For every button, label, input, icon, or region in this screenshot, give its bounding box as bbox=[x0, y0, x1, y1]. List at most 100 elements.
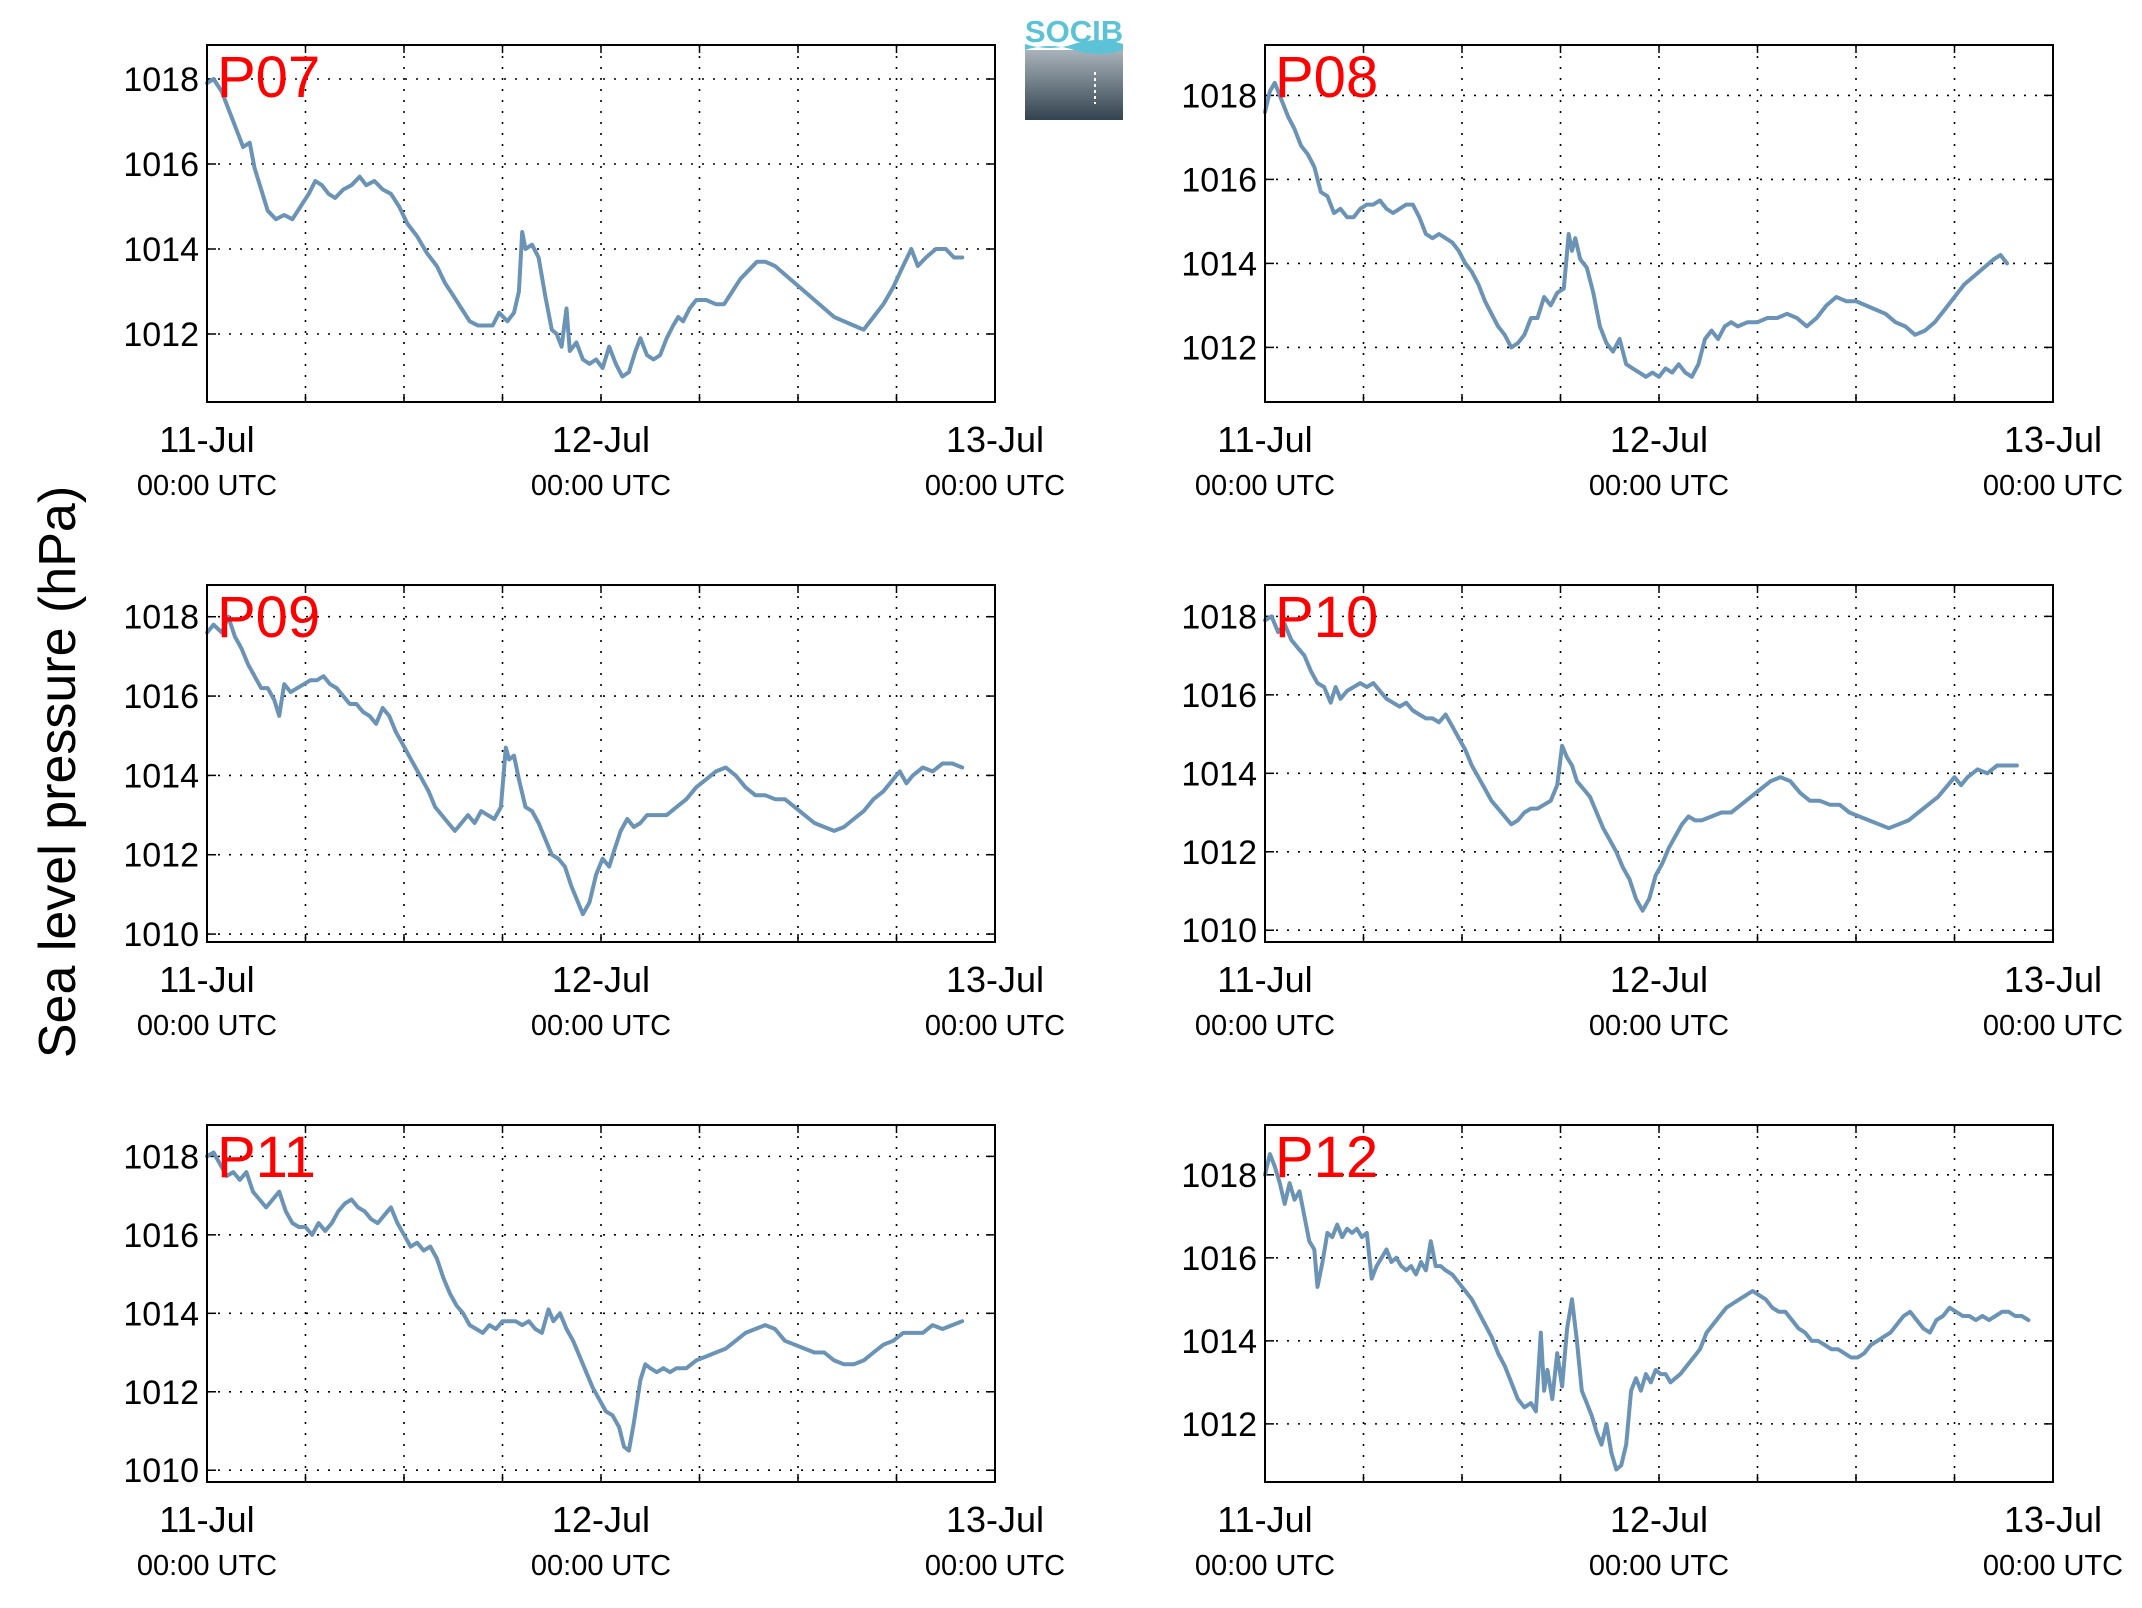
station-label: P08 bbox=[1275, 45, 1378, 110]
x-tick-label: 12-Jul bbox=[1610, 959, 1708, 1000]
x-tick-label: 13-Jul bbox=[2004, 1499, 2102, 1540]
y-tick-label: 1010 bbox=[123, 1452, 199, 1490]
y-tick-label: 1018 bbox=[123, 1138, 199, 1176]
x-tick-label: 12-Jul bbox=[1610, 1499, 1708, 1540]
x-tick-label: 12-Jul bbox=[552, 959, 650, 1000]
x-tick-sublabel: 00:00 UTC bbox=[925, 1010, 1065, 1042]
y-tick-label: 1018 bbox=[1181, 1157, 1257, 1195]
x-tick-label: 13-Jul bbox=[946, 959, 1044, 1000]
plot-frame bbox=[206, 584, 996, 943]
socib-logo-block bbox=[1025, 50, 1123, 120]
station-label: P07 bbox=[217, 45, 320, 110]
x-tick-sublabel: 00:00 UTC bbox=[531, 470, 671, 502]
x-tick-label: 11-Jul bbox=[1217, 959, 1312, 1000]
x-tick-label: 11-Jul bbox=[1217, 419, 1312, 460]
x-tick-label: 11-Jul bbox=[159, 959, 254, 1000]
x-tick-label: 11-Jul bbox=[159, 1499, 254, 1540]
y-tick-label: 1016 bbox=[123, 1217, 199, 1255]
y-tick-label: 1016 bbox=[1181, 1240, 1257, 1278]
plot-frame bbox=[1264, 584, 2054, 943]
y-tick-label: 1010 bbox=[1181, 912, 1257, 950]
plot-area bbox=[1265, 1125, 2053, 1482]
x-tick-label: 12-Jul bbox=[1610, 419, 1708, 460]
plot-area bbox=[207, 45, 995, 402]
x-tick-sublabel: 00:00 UTC bbox=[137, 1010, 277, 1042]
y-tick-label: 1014 bbox=[123, 1295, 199, 1333]
series-line bbox=[205, 614, 965, 917]
x-tick-sublabel: 00:00 UTC bbox=[531, 1010, 671, 1042]
x-tick-sublabel: 00:00 UTC bbox=[925, 470, 1065, 502]
socib-logo-text: SOCIB bbox=[1025, 14, 1123, 49]
x-tick-sublabel: 00:00 UTC bbox=[1195, 1010, 1335, 1042]
plot-frame bbox=[206, 1124, 996, 1483]
x-tick-label: 11-Jul bbox=[1217, 1499, 1312, 1540]
x-tick-sublabel: 00:00 UTC bbox=[531, 1550, 671, 1582]
y-axis-label: Sea level pressure (hPa) bbox=[29, 486, 87, 1058]
x-tick-sublabel: 00:00 UTC bbox=[1983, 1010, 2123, 1042]
x-tick-sublabel: 00:00 UTC bbox=[137, 1550, 277, 1582]
chart-panels: 1012 1014 1016 1018 11-Jul 00:00 UTC 12-Jul 00:… bbox=[123, 44, 2123, 1582]
series-line bbox=[1263, 1152, 2031, 1472]
x-tick-sublabel: 00:00 UTC bbox=[1983, 470, 2123, 502]
station-label: P10 bbox=[1275, 585, 1378, 650]
y-tick-label: 1014 bbox=[123, 757, 199, 795]
plot-frame bbox=[206, 44, 996, 403]
plot-area bbox=[1265, 45, 2053, 402]
x-tick-label: 13-Jul bbox=[2004, 959, 2102, 1000]
x-tick-label: 13-Jul bbox=[946, 1499, 1044, 1540]
y-tick-label: 1014 bbox=[123, 231, 199, 269]
chart-panel-p11: 1010 1012 1014 1016 1018 11-Jul 00:00 UTC 12-Ju… bbox=[123, 1124, 1065, 1582]
y-tick-label: 1014 bbox=[1181, 245, 1257, 283]
x-tick-sublabel: 00:00 UTC bbox=[1589, 470, 1729, 502]
y-tick-label: 1014 bbox=[1181, 1323, 1257, 1361]
plot-frame bbox=[1264, 44, 2054, 403]
x-tick-sublabel: 00:00 UTC bbox=[1589, 1550, 1729, 1582]
x-tick-label: 13-Jul bbox=[2004, 419, 2102, 460]
x-tick-sublabel: 00:00 UTC bbox=[1195, 470, 1335, 502]
x-tick-sublabel: 00:00 UTC bbox=[1195, 1550, 1335, 1582]
series-line bbox=[205, 1150, 965, 1453]
y-tick-label: 1012 bbox=[1181, 834, 1257, 872]
y-tick-label: 1016 bbox=[1181, 161, 1257, 199]
y-tick-label: 1018 bbox=[123, 61, 199, 99]
x-tick-label: 13-Jul bbox=[946, 419, 1044, 460]
x-tick-label: 12-Jul bbox=[552, 1499, 650, 1540]
y-tick-label: 1016 bbox=[123, 678, 199, 716]
y-tick-label: 1012 bbox=[1181, 1406, 1257, 1444]
socib-logo-wave bbox=[1025, 40, 1123, 54]
y-tick-label: 1014 bbox=[1181, 755, 1257, 793]
y-tick-label: 1010 bbox=[123, 916, 199, 954]
x-tick-sublabel: 00:00 UTC bbox=[137, 470, 277, 502]
plot-area bbox=[207, 585, 995, 942]
y-tick-label: 1018 bbox=[1181, 77, 1257, 115]
x-tick-label: 12-Jul bbox=[552, 419, 650, 460]
chart-panel-p09: 1010 1012 1014 1016 1018 11-Jul 00:00 UTC 12-Ju… bbox=[123, 584, 1065, 1042]
y-tick-label: 1012 bbox=[1181, 329, 1257, 367]
series-line bbox=[1263, 80, 2009, 379]
y-tick-label: 1012 bbox=[123, 316, 199, 354]
chart-panel-p08: 1012 1014 1016 1018 11-Jul 00:00 UTC 12-Jul 00:… bbox=[1181, 44, 2123, 502]
y-tick-label: 1016 bbox=[1181, 677, 1257, 715]
series-line bbox=[205, 77, 965, 379]
station-label: P12 bbox=[1275, 1125, 1378, 1190]
chart-panel-p12: 1012 1014 1016 1018 11-Jul 00:00 UTC 12-Jul 00:… bbox=[1181, 1124, 2123, 1582]
x-tick-sublabel: 00:00 UTC bbox=[925, 1550, 1065, 1582]
plot-frame bbox=[1264, 1124, 2054, 1483]
station-label: P11 bbox=[217, 1125, 316, 1190]
plot-area bbox=[207, 1125, 995, 1482]
y-tick-label: 1012 bbox=[123, 837, 199, 875]
y-tick-label: 1018 bbox=[123, 599, 199, 637]
x-tick-sublabel: 00:00 UTC bbox=[1983, 1550, 2123, 1582]
plot-area bbox=[1265, 585, 2053, 942]
y-tick-label: 1018 bbox=[1181, 598, 1257, 636]
y-tick-label: 1012 bbox=[123, 1374, 199, 1412]
y-tick-label: 1016 bbox=[123, 146, 199, 184]
chart-panel-p07: 1012 1014 1016 1018 11-Jul 00:00 UTC 12-Jul 00:… bbox=[123, 44, 1065, 502]
chart-panel-p10: 1010 1012 1014 1016 1018 11-Jul 00:00 UTC 12-Ju… bbox=[1181, 584, 2123, 1042]
socib-logo: SOCIB bbox=[1025, 14, 1123, 120]
x-tick-sublabel: 00:00 UTC bbox=[1589, 1010, 1729, 1042]
x-tick-label: 11-Jul bbox=[159, 419, 254, 460]
series-line bbox=[1263, 614, 2019, 913]
station-label: P09 bbox=[217, 585, 320, 650]
